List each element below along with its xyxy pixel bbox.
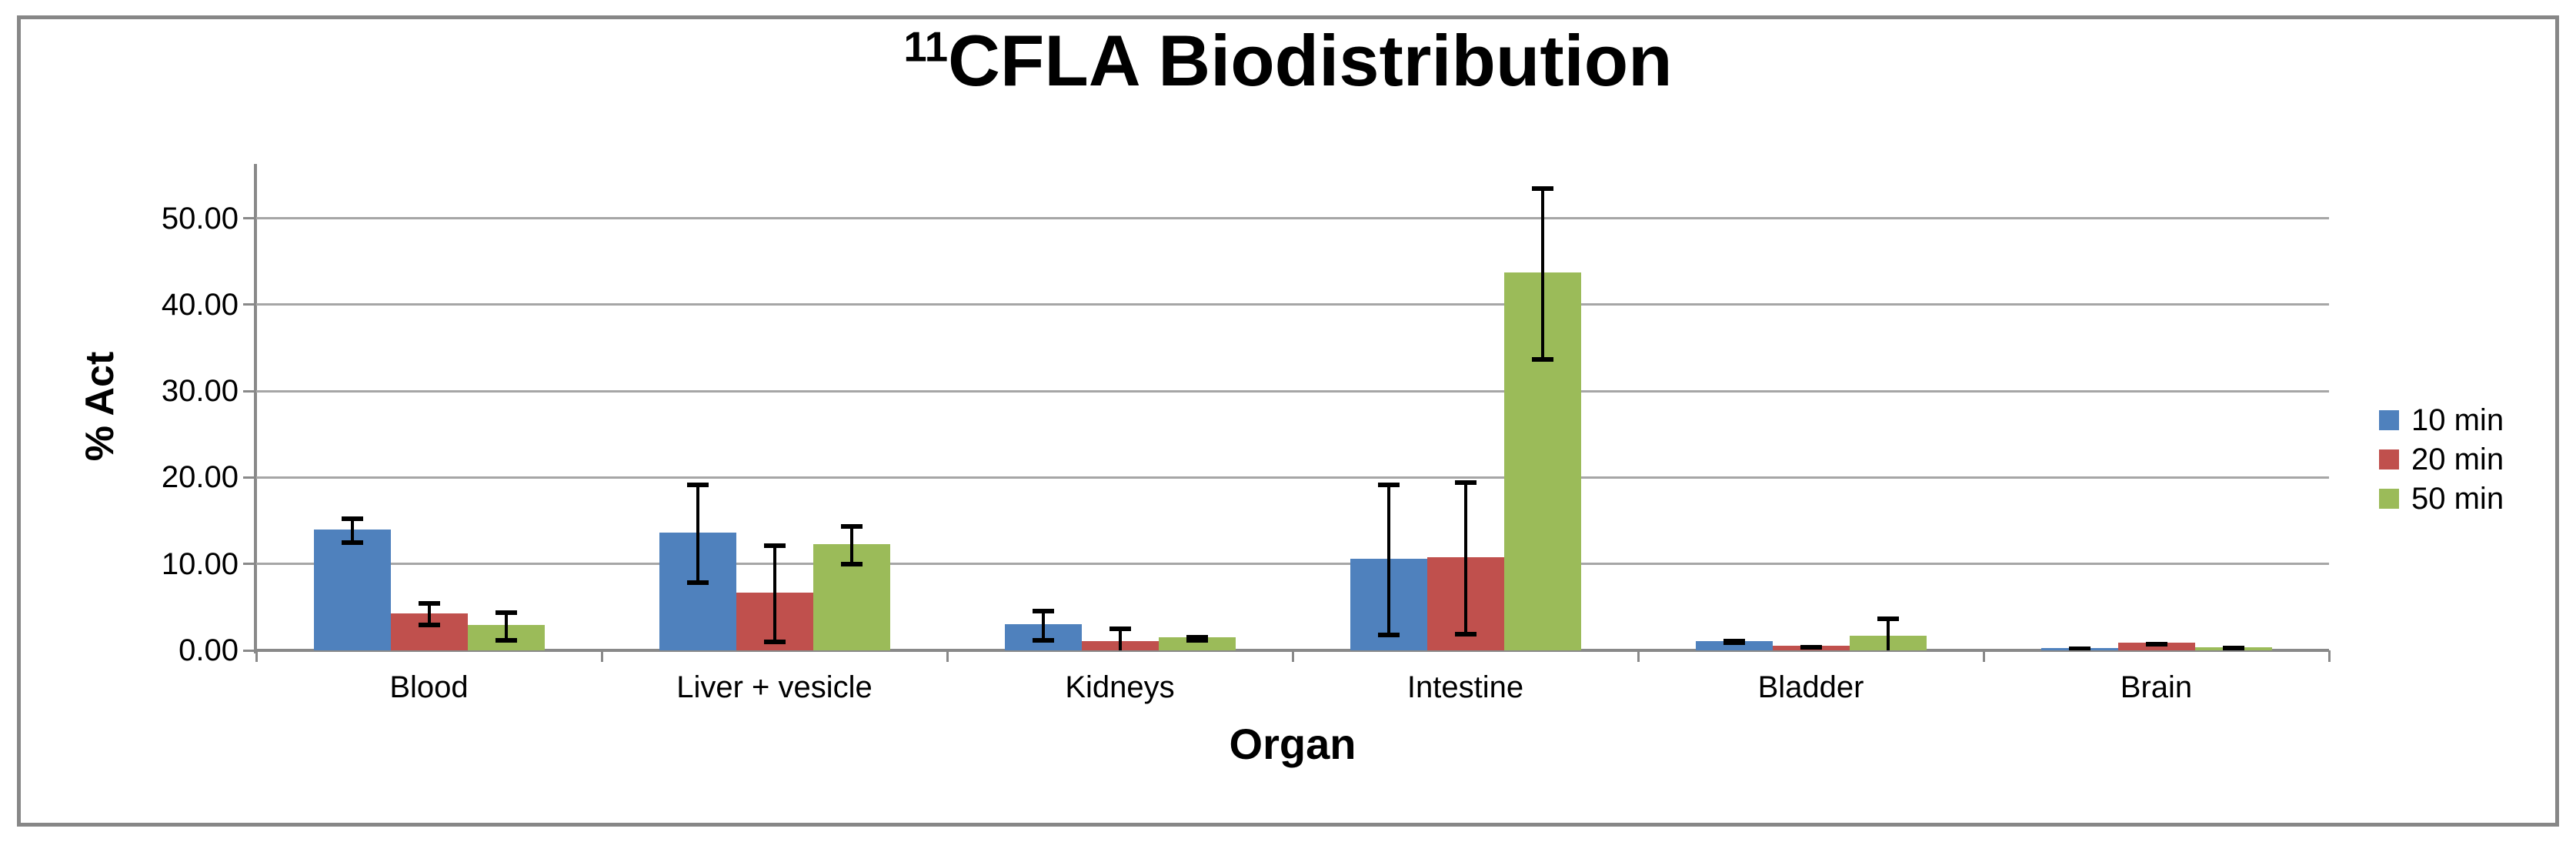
legend-row-10min: 10 min [2379,403,2504,437]
x-category-label-blood: Blood [389,670,469,704]
error-bar-cap-bottom [840,561,863,566]
x-tick-mark [1637,650,1640,662]
y-tick-mark-50.00 [243,217,256,220]
x-category-label-intestine: Intestine [1406,670,1524,704]
y-tick-mark-40.00 [243,303,256,306]
y-tick-mark-0.00 [243,649,256,652]
error-bar-cap-bottom [763,639,786,644]
chart-title-text: CFLA Biodistribution [948,20,1673,101]
error-bar-cap-top [1877,616,1899,622]
x-tick-mark [600,650,603,662]
x-category-label-brain: Brain [2120,670,2193,704]
chart-outer-frame [17,15,2559,827]
error-bar-cap-top [418,601,440,606]
error-bar-cap-bottom [1377,632,1400,637]
bar-bladder-10min [1695,640,1773,650]
plot-area [256,164,2329,650]
legend-swatch-icon [2379,489,2399,509]
gridline-40.00 [256,303,2329,306]
chart-title-superscript: 11 [903,23,949,71]
x-category-label-kidneys: Kidneys [1065,670,1175,704]
x-tick-mark [946,650,949,662]
error-bar-line [772,543,776,642]
y-tick-label-40.00: 40.00 [161,287,239,322]
gridline-10.00 [256,563,2329,566]
y-tick-mark-10.00 [243,563,256,566]
error-bar-cap-top [1186,634,1208,640]
x-category-label-liver-vesicle: Liver + vesicle [676,670,873,704]
x-axis-line [256,649,2329,652]
error-bar-cap-bottom [686,580,709,586]
error-bar-cap-bottom [1531,356,1553,362]
y-axis-line [254,164,257,653]
y-tick-label-10.00: 10.00 [161,546,239,581]
legend-row-50min: 50 min [2379,482,2504,516]
error-bar-cap-top [686,483,709,488]
gridline-50.00 [256,217,2329,220]
error-bar-cap-bottom [2145,642,2167,647]
error-bar-cap-bottom [2222,646,2244,650]
error-bar-line [427,601,431,626]
error-bar-cap-top [1377,483,1400,488]
error-bar-line [504,610,508,640]
error-bar-cap-bottom [2068,647,2090,650]
legend-label: 50 min [2411,482,2504,516]
y-tick-label-30.00: 30.00 [161,374,239,409]
error-bar-cap-bottom [341,540,363,545]
error-bar-cap-top [495,610,517,616]
x-tick-mark [1291,650,1294,662]
legend-row-20min: 20 min [2379,443,2504,476]
error-bar-cap-top [341,516,363,522]
gridline-20.00 [256,476,2329,479]
y-tick-label-50.00: 50.00 [161,201,239,236]
error-bar-cap-bottom [1454,631,1477,637]
x-category-label-bladder: Bladder [1757,670,1864,704]
error-bar-cap-top [1032,609,1054,614]
error-bar-line [1118,626,1122,650]
bar-kidneys-50min [1158,637,1236,650]
legend-swatch-icon [2379,410,2399,430]
x-tick-mark [2327,650,2331,662]
error-bar-cap-bottom [1723,640,1745,645]
error-bar-cap-bottom [1186,637,1208,643]
error-bar-cap-bottom [495,637,517,643]
y-tick-label-0.00: 0.00 [179,633,239,667]
legend-label: 20 min [2411,443,2504,476]
error-bar-cap-bottom [418,623,440,628]
chart-title: 11CFLA Biodistribution [0,20,2576,101]
error-bar-line [1041,609,1045,640]
error-bar-cap-top [763,543,786,548]
x-axis-title: Organ [1229,720,1356,768]
error-bar-line [696,483,699,583]
error-bar-cap-top [1454,479,1477,485]
error-bar-line [350,516,354,543]
legend-swatch-icon [2379,449,2399,469]
error-bar-line [1386,483,1390,635]
legend: 10 min 20 min 50 min [2379,403,2504,521]
error-bar-cap-top [1531,186,1553,192]
error-bar-line [1540,186,1544,359]
gridline-30.00 [256,389,2329,393]
error-bar-line [1463,479,1467,634]
y-tick-label-20.00: 20.00 [161,460,239,495]
x-tick-mark [255,650,258,662]
legend-label: 10 min [2411,403,2504,437]
error-bar-cap-top [840,524,863,530]
error-bar-line [1886,616,1890,650]
error-bar-cap-top [1109,626,1131,631]
y-tick-mark-30.00 [243,389,256,393]
x-tick-mark [1982,650,1985,662]
error-bar-cap-bottom [1800,645,1822,650]
error-bar-line [849,524,853,564]
error-bar-cap-bottom [1032,637,1054,643]
y-tick-mark-20.00 [243,476,256,479]
bar-blood-10min [313,529,391,650]
bar-brain-20min [2117,643,2195,650]
